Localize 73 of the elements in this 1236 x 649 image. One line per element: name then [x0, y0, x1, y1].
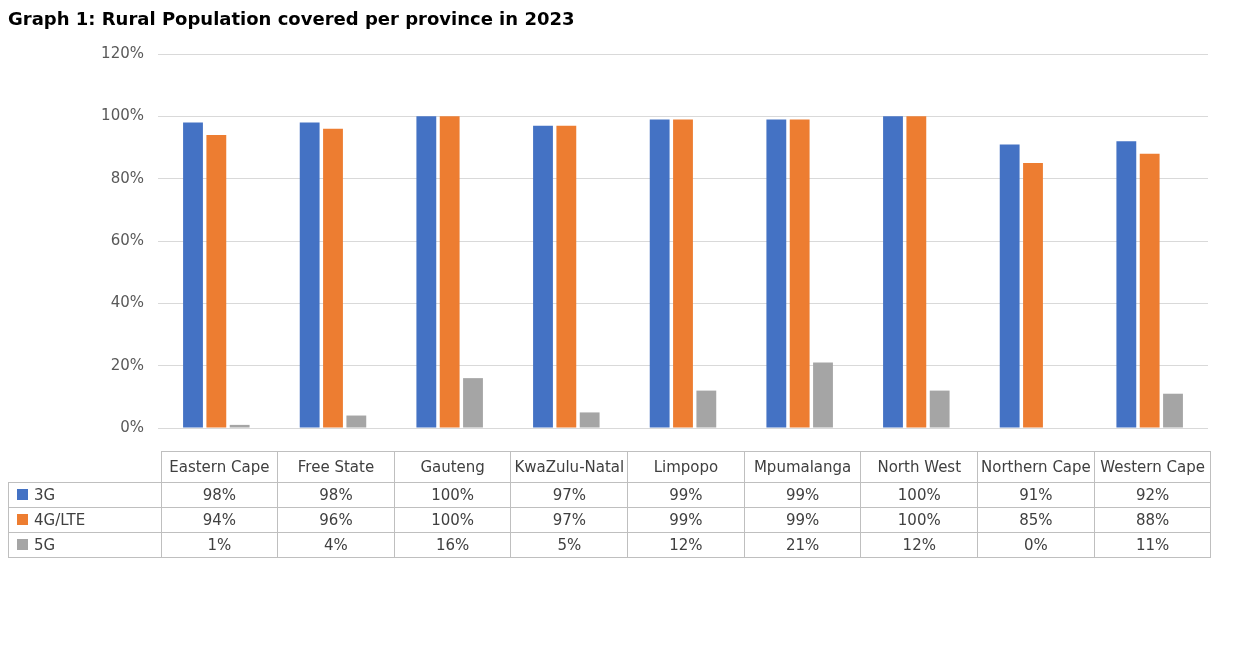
y-tick-label: 80% [110, 168, 144, 187]
y-tick-label: 100% [101, 106, 144, 125]
bar [463, 378, 483, 428]
bar [929, 390, 950, 428]
data-label: 1% [161, 532, 278, 558]
data-label: 99% [744, 507, 861, 533]
bar [696, 390, 717, 428]
bar [999, 144, 1020, 428]
bar [579, 412, 600, 428]
data-label: 16% [394, 532, 511, 558]
bar [813, 362, 833, 428]
bar [229, 424, 250, 428]
x-tick-label: Northern Cape [977, 451, 1095, 483]
data-label: 91% [977, 482, 1095, 508]
legend-label: 3G [34, 486, 56, 504]
bar [299, 122, 320, 428]
bar [883, 116, 903, 428]
legend-label: 4G/LTE [34, 511, 86, 529]
bar [323, 128, 343, 428]
data-label: 21% [744, 532, 861, 558]
data-label: 100% [394, 507, 511, 533]
data-label: 92% [1094, 482, 1211, 508]
data-label: 98% [161, 482, 278, 508]
bar [439, 116, 460, 428]
data-label: 97% [510, 507, 628, 533]
bar [1116, 141, 1137, 428]
data-label: 12% [860, 532, 978, 558]
y-tick-label: 20% [110, 355, 144, 374]
bar [789, 119, 810, 428]
x-tick-label: KwaZulu-Natal [510, 451, 628, 483]
bar [533, 125, 553, 428]
data-label: 12% [627, 532, 745, 558]
data-label: 11% [1094, 532, 1211, 558]
bar [346, 415, 367, 428]
legend-label: 5G [34, 536, 56, 554]
bar [556, 125, 577, 428]
bar [1139, 153, 1160, 428]
x-tick-label: North West [860, 451, 978, 483]
x-tick-label: Limpopo [627, 451, 745, 483]
data-label: 0% [977, 532, 1095, 558]
x-tick-label: Eastern Cape [161, 451, 278, 483]
x-tick-label: Free State [277, 451, 395, 483]
bar [206, 135, 227, 428]
bar [183, 122, 203, 428]
data-label: 100% [860, 507, 978, 533]
data-label: 88% [1094, 507, 1211, 533]
data-label: 99% [627, 482, 745, 508]
chart-title: Graph 1: Rural Population covered per province in 2023 [8, 8, 576, 29]
data-label: 94% [161, 507, 278, 533]
y-tick-label: 40% [110, 293, 144, 312]
data-label: 99% [627, 507, 745, 533]
data-label: 98% [277, 482, 395, 508]
x-tick-label: Gauteng [394, 451, 511, 483]
data-label: 99% [744, 482, 861, 508]
y-tick-label: 120% [101, 43, 144, 62]
bar [673, 119, 693, 428]
x-tick-label: Western Cape [1094, 451, 1211, 483]
bar [649, 119, 670, 428]
y-tick-label: 0% [120, 417, 144, 436]
x-tick-label: Mpumalanga [744, 451, 861, 483]
y-tick-label: 60% [110, 230, 144, 249]
data-label: 96% [277, 507, 395, 533]
data-label: 85% [977, 507, 1095, 533]
bar [906, 116, 927, 428]
data-label: 97% [510, 482, 628, 508]
data-label: 4% [277, 532, 395, 558]
bar [1163, 393, 1183, 428]
data-label: 100% [860, 482, 978, 508]
data-label: 5% [510, 532, 628, 558]
bar [1023, 163, 1043, 428]
bar [766, 119, 787, 428]
data-label: 100% [394, 482, 511, 508]
bar [416, 116, 437, 428]
